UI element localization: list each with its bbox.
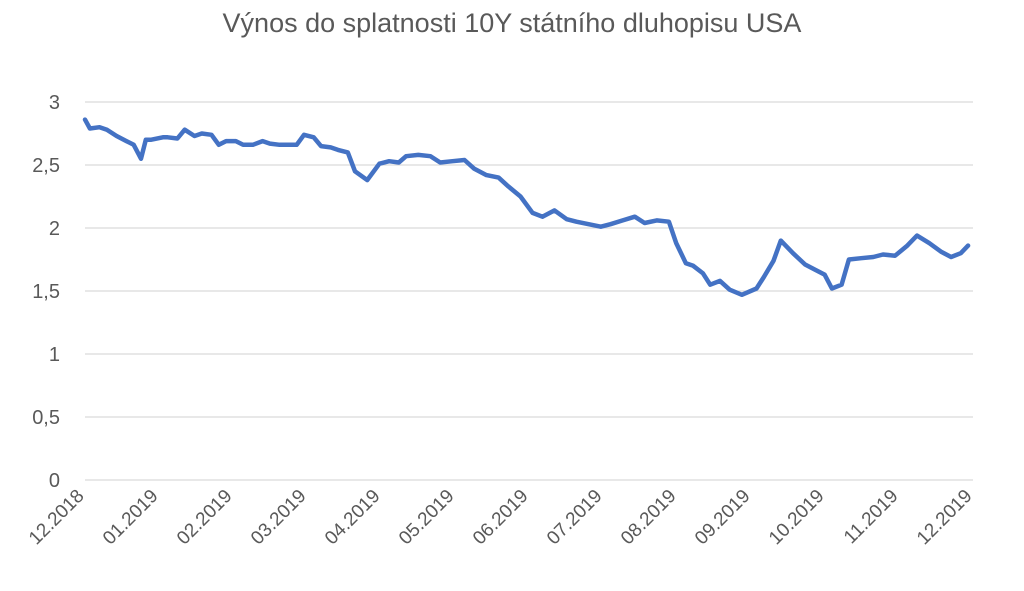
gridlines	[85, 101, 973, 481]
series-line	[82, 117, 971, 298]
x-tick-label: 09.2019	[691, 486, 754, 549]
x-tick-label: 05.2019	[395, 486, 458, 549]
x-tick-label: 12.2018	[25, 486, 88, 549]
y-axis-ticks: 0 0,5 1 1,5 2 2,5 3	[32, 92, 60, 492]
series-group	[82, 117, 971, 298]
x-tick-label: 02.2019	[173, 486, 236, 549]
y-tick-label: 1,5	[32, 281, 60, 303]
x-tick-label: 12.2019	[913, 486, 976, 549]
y-tick-label: 0,5	[32, 407, 60, 429]
x-tick-label: 01.2019	[99, 486, 162, 549]
y-tick-label: 2,5	[32, 155, 60, 177]
x-tick-label: 10.2019	[765, 486, 828, 549]
y-tick-label: 1	[49, 344, 60, 366]
x-tick-label: 08.2019	[617, 486, 680, 549]
x-tick-label: 04.2019	[321, 486, 384, 549]
y-tick-label: 0	[49, 470, 60, 492]
x-tick-label: 03.2019	[247, 486, 310, 549]
y-tick-label: 3	[49, 92, 60, 114]
x-axis-ticks: 12.2018 01.2019 02.2019 03.2019 04.2019 05.20…	[25, 486, 976, 549]
x-tick-label: 07.2019	[543, 486, 606, 549]
chart-title: Výnos do splatnosti 10Y státního dluhopi…	[222, 8, 802, 38]
x-tick-label: 06.2019	[469, 486, 532, 549]
y-tick-label: 2	[49, 218, 60, 240]
x-tick-label: 11.2019	[840, 486, 902, 548]
